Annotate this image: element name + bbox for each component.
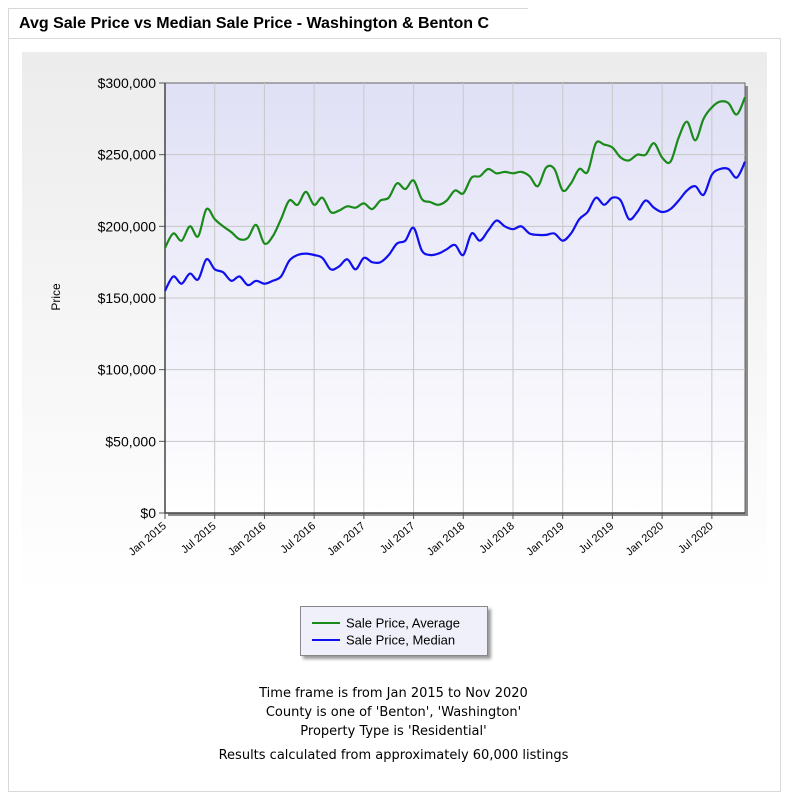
y-tick-label: $50,000 xyxy=(105,433,156,449)
note-time-frame: Time frame is from Jan 2015 to Nov 2020 xyxy=(259,686,528,701)
y-tick-label: $300,000 xyxy=(98,75,157,91)
y-axis: $0 $50,000 $100,000 $150,000 $200,000 $250,00… xyxy=(98,75,166,521)
chart-title: Avg Sale Price vs Median Sale Price - Wa… xyxy=(19,15,490,32)
series-line-average xyxy=(164,96,747,249)
y-tick-label: $0 xyxy=(140,505,156,521)
y-axis-label: Price xyxy=(49,283,63,311)
series-lines xyxy=(164,96,747,292)
note-county: County is one of 'Benton', 'Washington' xyxy=(265,705,522,720)
legend-item-median: Sale Price, Median xyxy=(312,631,455,647)
note-property-type: Property Type is 'Residential' xyxy=(300,724,487,739)
legend-label-median: Sale Price, Median xyxy=(346,632,456,648)
legend-swatch-average xyxy=(312,621,340,624)
legend-item-average: Sale Price, Average xyxy=(312,614,460,630)
chart-title-tab: Avg Sale Price vs Median Sale Price - Wa… xyxy=(8,8,528,40)
note-results: Results calculated from approximately 60… xyxy=(218,748,569,763)
y-tick-label: $100,000 xyxy=(98,362,157,378)
y-tick-label: $150,000 xyxy=(98,290,157,306)
series-line-median xyxy=(164,161,746,292)
y-tick-label: $200,000 xyxy=(98,218,157,234)
legend-label-average: Sale Price, Average xyxy=(346,615,460,631)
legend-swatch-median xyxy=(312,638,340,641)
legend: Sale Price, Average Sale Price, Median xyxy=(300,606,488,656)
y-tick-label: $250,000 xyxy=(98,147,157,163)
